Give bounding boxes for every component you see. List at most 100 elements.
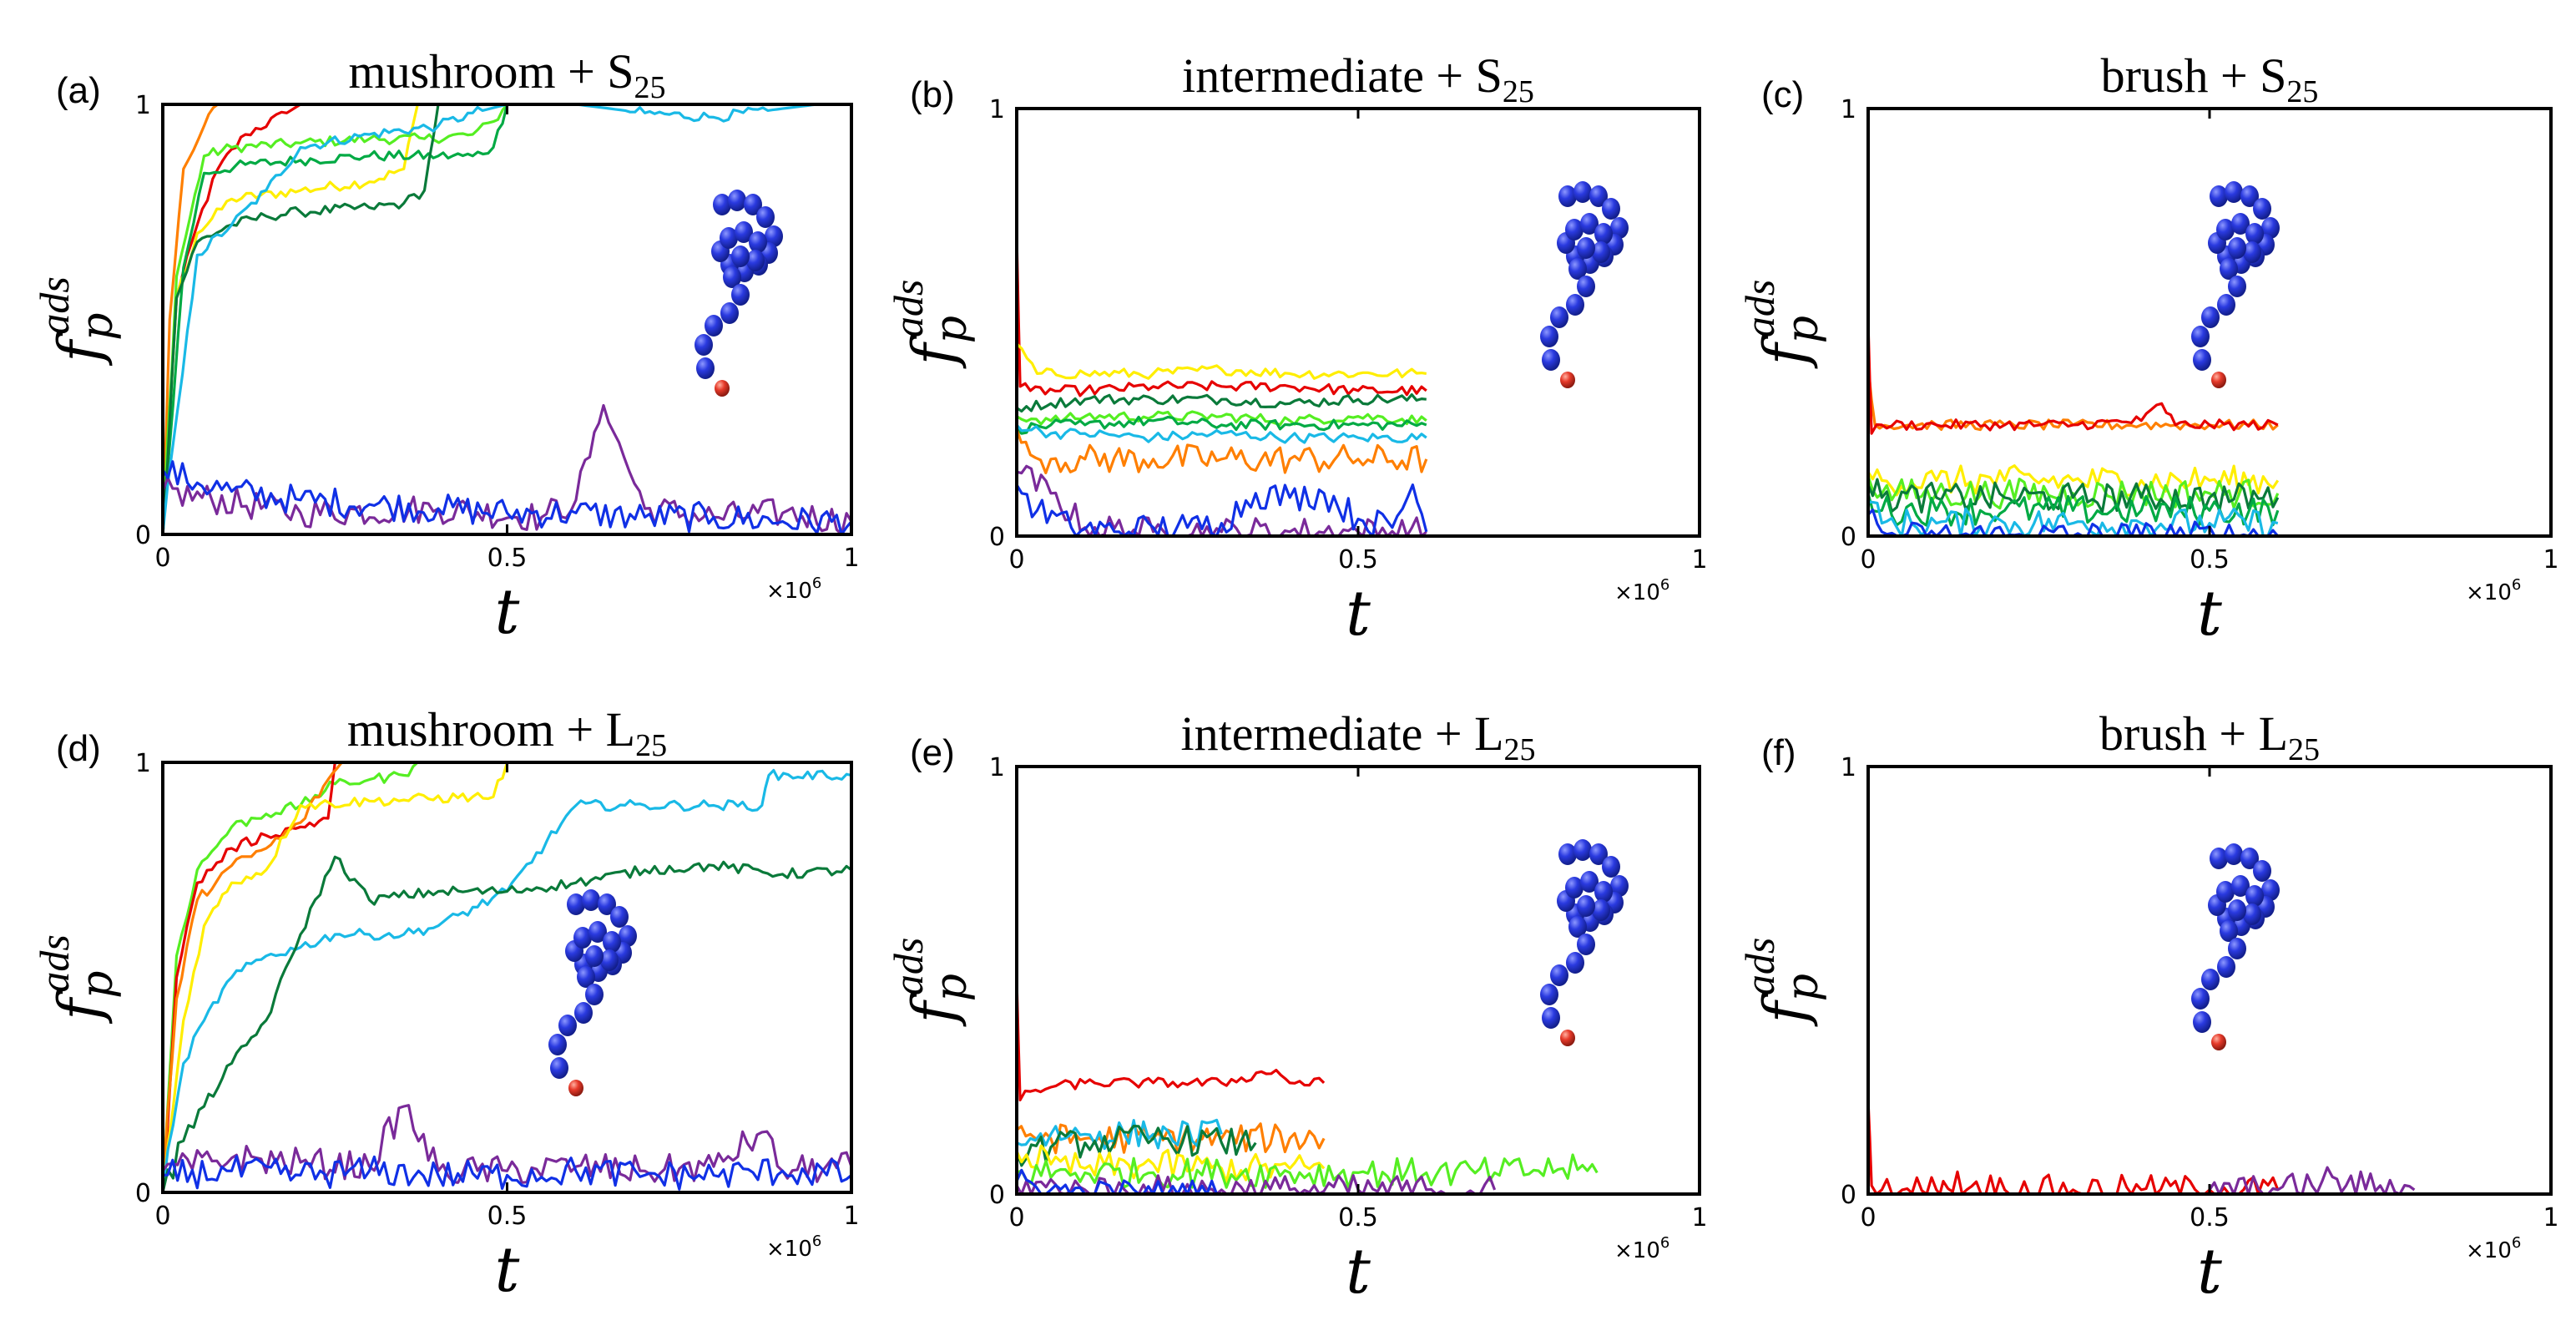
chain-bead [1558,843,1577,865]
chain-bead [2225,843,2243,865]
series-line-darkgreen [163,103,473,535]
chain-bead [749,231,767,253]
series-line-lightgreen [1017,1153,1599,1189]
chart-panel-4: (d) mushroom + L25 0 0.5 1 0 1 t ×106 fpads [31,702,860,1306]
chain-bead [695,334,713,356]
panel-label: (d) [56,728,101,769]
chart-title-subscript: 25 [1503,74,1534,109]
chain-bead [2193,349,2211,371]
chain-bead [1580,213,1599,235]
x-multiplier: ×106 [766,574,821,604]
x-tick-label: 0.5 [487,544,528,573]
y-axis-label-superscript: ads [885,280,932,337]
x-tick-label: 0.5 [1338,545,1378,574]
x-multiplier-exponent: 6 [1660,576,1669,594]
x-tick-label: 1 [1691,1203,1707,1232]
y-tick-label: 0 [1841,523,1856,552]
chain-bead [573,927,592,949]
y-axis-label-superscript: ads [1736,938,1783,995]
chain-bead [2220,258,2238,280]
chain-bead [588,921,607,943]
chain-bead [735,221,753,243]
polymer-chain-illustration [1540,181,1629,388]
chart-panel-2: (b) intermediate + S25 0 0.5 1 0 1 t ×106 fpads [885,48,1708,650]
chain-bead [2228,899,2246,921]
chain-bead [2261,217,2280,239]
chain-bead [2225,181,2243,203]
chain-bead [1602,856,1620,878]
y-axis-label-subscript: p [1778,316,1828,343]
x-axis-label: t [1346,1236,1371,1308]
series-line-green [1868,493,2280,527]
chain-end-bead [568,1080,583,1096]
series-line-yellow [1017,1144,1326,1184]
y-axis-label-superscript: ads [885,938,932,995]
chain-bead [2193,1011,2211,1033]
y-axis-label: fpads [31,276,123,367]
chain-bead [1542,349,1560,371]
panel-label: (b) [910,74,955,115]
chart-title-subscript: 25 [2288,732,2320,767]
chain-bead [2243,241,2261,263]
chain-bead [744,194,762,215]
panel-label: (f) [1761,732,1796,773]
chart-title: brush + L25 [2099,706,2320,767]
series-group [163,761,851,1193]
chain-bead [585,945,604,967]
y-tick-label: 0 [135,1179,151,1208]
chain-bead [558,1015,577,1036]
panel-label: (e) [910,732,955,773]
series-line-lightgreen [163,103,542,535]
y-axis-label-superscript: ads [31,934,78,992]
x-multiplier: ×106 [2466,1234,2521,1263]
x-multiplier-exponent: 6 [812,1232,821,1250]
chart-title: intermediate + L25 [1181,706,1536,767]
series-line-cyan [1017,1118,1223,1151]
x-tick-label: 0 [154,544,170,573]
chain-end-bead [1560,1030,1575,1046]
chain-bead [2231,875,2250,897]
x-tick-label: 1 [2543,545,2558,574]
chain-bead [2210,185,2228,207]
chain-bead [600,949,619,971]
chain-bead [1577,895,1595,917]
chain-bead [548,1034,567,1055]
series-line-blue [163,460,851,536]
axes-frame [1015,107,1701,538]
chain-bead [2228,237,2246,259]
chain-bead [713,194,731,215]
chain-bead [1577,934,1595,955]
y-axis-label-superscript: ads [31,276,78,334]
chain-bead [2243,903,2261,925]
x-axis-label: t [1346,578,1371,650]
chain-bead [1550,306,1568,328]
x-tick-label: 0 [1860,545,1876,574]
polymer-chain-illustration [695,190,783,397]
series-line-blue [1017,483,1428,538]
chain-bead [2216,219,2235,240]
chain-bead [1594,881,1613,903]
series-line-red [1017,236,1427,397]
chain-bead [1610,217,1629,239]
chain-end-bead [715,380,730,397]
chain-bead [1566,294,1584,316]
chain-bead [1594,223,1613,245]
chain-bead [1566,952,1584,974]
series-line-purple [163,1104,851,1184]
chain-bead [723,266,741,288]
y-tick-label: 0 [1841,1181,1856,1210]
y-axis-label-subscript: p [73,971,123,999]
y-tick-label: 0 [989,523,1005,552]
chain-bead [728,190,746,211]
chain-bead [2245,223,2264,245]
chain-bead [2253,860,2271,882]
chart-panel-3: (c) brush + S25 0 0.5 1 0 1 t ×106 fpads [1736,48,2559,650]
chart-title: mushroom + S25 [348,44,665,105]
x-multiplier-exponent: 6 [2512,1234,2521,1252]
chart-title-subscript: 25 [2286,74,2318,109]
x-tick-label: 0 [1008,545,1024,574]
chain-bead [2253,198,2271,220]
y-tick-label: 1 [989,95,1005,124]
series-line-red [1017,979,1326,1101]
chain-bead [1565,877,1583,898]
